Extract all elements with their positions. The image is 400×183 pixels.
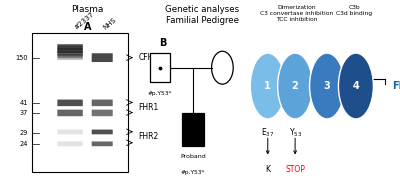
Text: 2: 2 [292, 81, 298, 91]
FancyBboxPatch shape [57, 44, 83, 47]
Text: C3b
C3d binding: C3b C3d binding [336, 5, 372, 16]
FancyBboxPatch shape [92, 53, 113, 62]
Text: FHR2: FHR2 [139, 132, 159, 141]
Text: 3: 3 [324, 81, 330, 91]
Text: Dimerization
C3 convertase inhibition
TCC inhibition: Dimerization C3 convertase inhibition TC… [260, 5, 333, 22]
Text: #p.Y53*: #p.Y53* [148, 92, 172, 96]
Text: Plasma: Plasma [72, 5, 104, 14]
Text: 37: 37 [19, 111, 28, 116]
Text: #p.Y53*: #p.Y53* [181, 170, 205, 175]
FancyBboxPatch shape [57, 100, 83, 106]
Ellipse shape [250, 53, 285, 119]
Bar [150, 53, 170, 82]
FancyBboxPatch shape [57, 45, 83, 50]
Text: A: A [84, 22, 91, 32]
Bar [182, 113, 204, 146]
Text: FHR1: FHR1 [139, 102, 159, 112]
FancyBboxPatch shape [57, 48, 83, 53]
FancyBboxPatch shape [92, 110, 113, 116]
Text: #2337: #2337 [73, 11, 95, 31]
Text: Genetic analyses
Familial Pedigree: Genetic analyses Familial Pedigree [165, 5, 239, 25]
FancyBboxPatch shape [57, 141, 83, 146]
Text: 24: 24 [19, 141, 28, 147]
Ellipse shape [338, 53, 374, 119]
FancyBboxPatch shape [92, 141, 113, 146]
FancyBboxPatch shape [57, 54, 83, 58]
Ellipse shape [310, 53, 344, 119]
Text: STOP: STOP [285, 165, 305, 174]
FancyBboxPatch shape [57, 44, 83, 60]
FancyBboxPatch shape [57, 50, 83, 56]
Text: K: K [265, 165, 270, 174]
Text: 150: 150 [15, 55, 28, 61]
FancyBboxPatch shape [92, 100, 113, 106]
FancyBboxPatch shape [57, 130, 83, 134]
Text: B: B [159, 38, 166, 48]
FancyBboxPatch shape [57, 110, 83, 116]
Text: 29: 29 [19, 130, 28, 136]
Text: $\mathregular{E_{37}}$: $\mathregular{E_{37}}$ [261, 126, 274, 139]
Text: NHS: NHS [102, 17, 118, 31]
Text: FHR2: FHR2 [392, 81, 400, 91]
FancyBboxPatch shape [92, 130, 113, 134]
Text: 4: 4 [352, 81, 359, 91]
Text: CFH: CFH [139, 53, 154, 62]
Text: Proband: Proband [180, 154, 206, 159]
Text: 1: 1 [264, 81, 271, 91]
Ellipse shape [278, 53, 313, 119]
Text: $\mathregular{Y_{53}}$: $\mathregular{Y_{53}}$ [288, 126, 302, 139]
Text: 41: 41 [19, 100, 28, 106]
Bar [32, 33, 128, 172]
